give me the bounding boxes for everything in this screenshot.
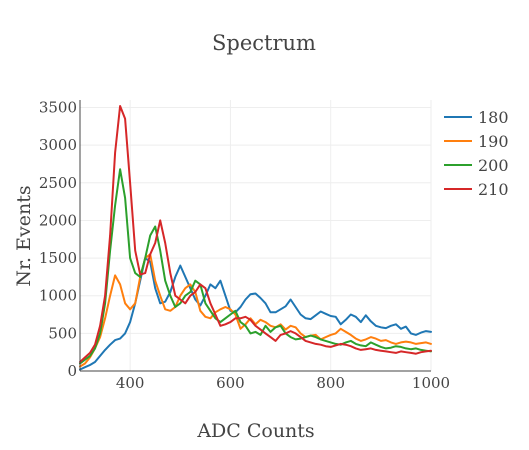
x-axis-label: ADC Counts [196, 420, 314, 442]
y-axis-label: Nr. Events [13, 185, 35, 286]
chart-title: Spectrum [212, 31, 316, 55]
legend-label-210: 210 [478, 180, 509, 199]
x-tick-label: 400 [116, 374, 145, 392]
axes: 0 500 1000 1500 2000 2500 3000 3500 400 600 800 100… [39, 99, 450, 392]
x-tick-label: 600 [216, 374, 245, 392]
legend-label-180: 180 [478, 108, 509, 127]
series-line-200 [79, 168, 432, 365]
y-tick-label: 0 [67, 362, 77, 380]
y-tick-label: 1500 [39, 249, 77, 267]
y-tick-label: 2500 [39, 174, 77, 192]
grid [80, 100, 432, 371]
y-tick-label: 500 [48, 324, 77, 342]
y-tick-label: 1000 [39, 287, 77, 305]
series-line-210 [79, 105, 432, 363]
legend: 180 190 200 210 [444, 108, 509, 199]
y-tick-label: 2000 [39, 211, 77, 229]
series-layer [79, 105, 432, 371]
y-tick-label: 3000 [39, 136, 77, 154]
y-tick-label: 3500 [39, 99, 77, 117]
legend-label-200: 200 [478, 156, 509, 175]
x-tick-label: 800 [316, 374, 345, 392]
x-tick-label: 1000 [412, 374, 450, 392]
legend-label-190: 190 [478, 132, 509, 151]
